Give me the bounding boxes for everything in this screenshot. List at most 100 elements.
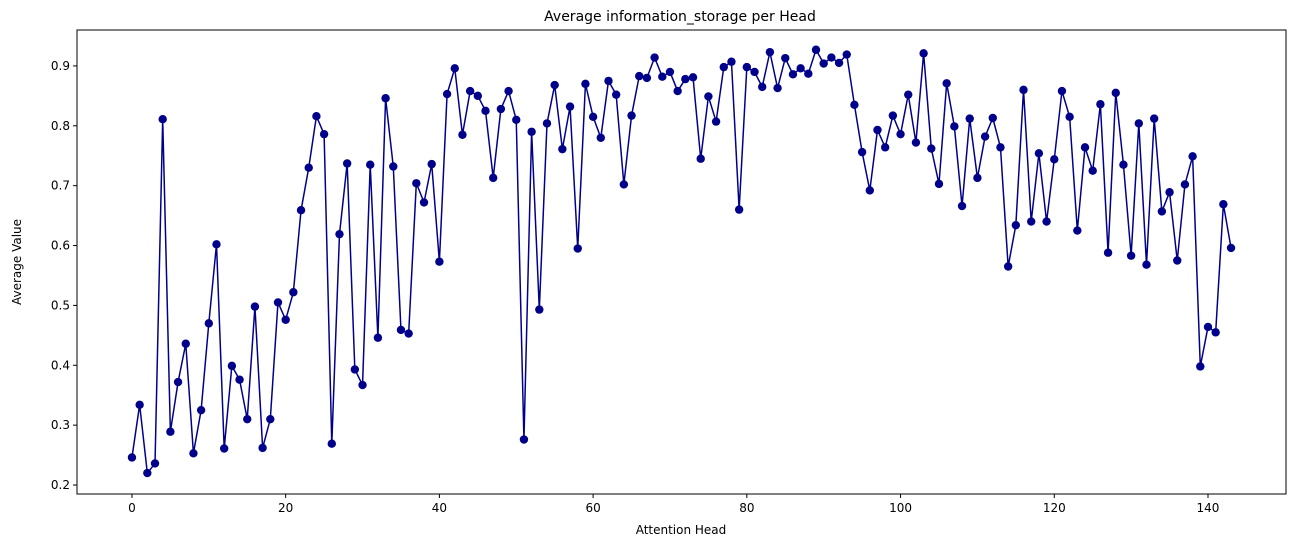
data-point [1196, 362, 1205, 371]
data-point [1134, 119, 1144, 128]
data-point [811, 45, 821, 54]
data-point [788, 70, 798, 79]
data-point [373, 333, 383, 342]
data-point [1149, 114, 1159, 123]
data-point [681, 74, 690, 84]
data-point [173, 377, 183, 387]
data-point [888, 111, 898, 120]
data-point [350, 365, 360, 374]
data-point [504, 86, 513, 96]
x-tick-label: 40 [432, 501, 447, 515]
data-point [1142, 260, 1151, 269]
data-point [550, 80, 559, 90]
data-point [727, 57, 736, 66]
data-point [535, 305, 544, 314]
data-point [419, 198, 429, 207]
data-point [596, 133, 605, 142]
data-point [1226, 243, 1236, 253]
data-point [911, 138, 921, 147]
data-point [1042, 217, 1051, 226]
data-point [488, 173, 498, 183]
data-point [719, 62, 728, 72]
data-point [1188, 152, 1197, 161]
data-point [212, 240, 221, 249]
data-point [658, 72, 667, 81]
x-tick-label: 80 [739, 501, 754, 515]
data-point [919, 49, 928, 58]
data-point [880, 143, 890, 152]
data-point [1034, 149, 1044, 158]
data-point [635, 71, 644, 81]
data-point [366, 160, 375, 169]
data-point [1203, 322, 1213, 332]
data-point [904, 90, 913, 99]
data-point [143, 468, 152, 478]
data-point [250, 302, 260, 311]
data-point [827, 53, 836, 62]
data-point [166, 427, 175, 436]
data-point [304, 163, 313, 172]
data-point [965, 114, 974, 123]
data-point [135, 400, 144, 409]
data-point [319, 129, 329, 139]
data-point [1096, 100, 1105, 109]
data-point [1173, 256, 1182, 265]
x-tick-label: 0 [128, 501, 136, 515]
y-axis-title: Average Value [10, 219, 24, 305]
data-point [1065, 112, 1074, 122]
data-point [1211, 328, 1220, 337]
data-point [519, 435, 529, 444]
data-point [973, 173, 982, 183]
x-axis-title: Attention Head [636, 523, 727, 537]
data-point [327, 439, 336, 448]
data-point [1073, 226, 1082, 235]
y-axis: 0.2 0.3 0.4 0.5 0.6 0.7 0.8 0.9 [51, 59, 77, 492]
data-point [189, 449, 198, 458]
data-point [196, 405, 206, 415]
data-point [796, 64, 805, 73]
data-point [773, 83, 782, 93]
data-point [1126, 251, 1136, 260]
data-point [1111, 88, 1120, 98]
data-point [581, 79, 590, 89]
data-point [850, 100, 859, 110]
data-point [696, 154, 705, 163]
data-point [150, 459, 160, 468]
data-point [342, 159, 352, 168]
x-axis: 0 20 40 60 80 100 120 140 [128, 494, 1219, 515]
data-point [527, 127, 536, 136]
data-point [642, 73, 652, 83]
data-point [465, 86, 475, 96]
data-point [781, 53, 790, 63]
data-point [496, 104, 506, 114]
y-tick-label: 0.5 [51, 298, 70, 312]
data-point [435, 257, 444, 266]
data-point [450, 64, 459, 73]
data-point [711, 117, 721, 126]
data-point [688, 73, 698, 82]
chart-title: Average information_storage per Head [544, 9, 816, 25]
data-point [266, 414, 275, 424]
data-point [627, 111, 636, 120]
x-tick-label: 100 [889, 501, 912, 515]
data-point [243, 414, 252, 424]
x-tick-label: 60 [585, 501, 600, 515]
data-point [1157, 207, 1167, 216]
x-tick-label: 120 [1043, 501, 1066, 515]
data-point [512, 115, 521, 125]
data-point [819, 59, 828, 68]
x-tick-label: 140 [1197, 501, 1220, 515]
data-point [1057, 86, 1067, 96]
data-point [942, 79, 951, 88]
y-tick-label: 0.6 [51, 239, 70, 253]
data-point [1003, 262, 1013, 271]
data-point [219, 444, 229, 453]
data-point [619, 180, 629, 189]
data-point [204, 319, 214, 328]
data-point [289, 288, 298, 297]
data-point [957, 201, 967, 211]
data-point [1088, 166, 1097, 175]
y-tick-label: 0.8 [51, 119, 70, 133]
data-point [1080, 143, 1090, 152]
data-point [181, 339, 190, 348]
